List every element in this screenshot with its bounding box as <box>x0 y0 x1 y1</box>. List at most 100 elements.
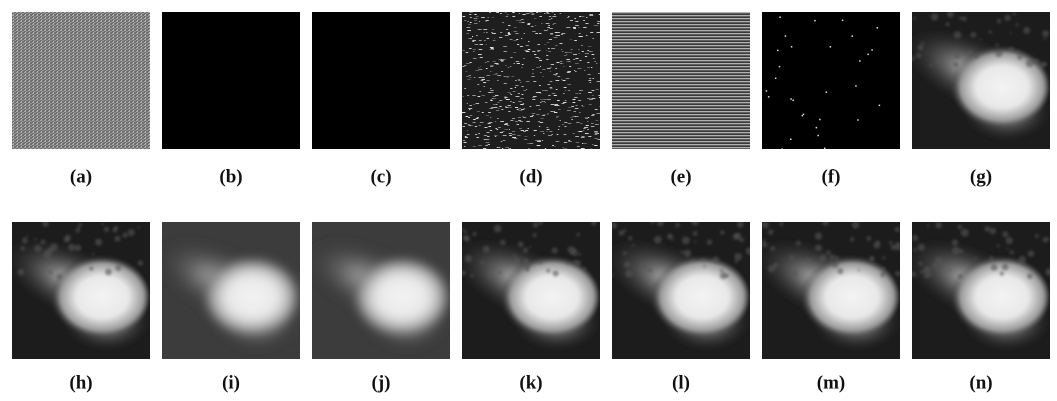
noise-fleck <box>516 20 520 21</box>
noise-fleck <box>526 45 529 46</box>
noise-fleck <box>555 68 557 69</box>
noise-fleck <box>583 27 586 28</box>
noise-fleck <box>540 118 544 119</box>
noise-fleck <box>587 50 589 51</box>
noise-fleck <box>484 127 487 128</box>
noise-fleck <box>576 122 579 123</box>
noise-fleck <box>577 146 580 147</box>
noise-fleck <box>548 51 551 52</box>
noise-fleck <box>478 69 482 70</box>
noise-fleck <box>583 20 585 21</box>
noise-fleck <box>488 112 491 113</box>
noise-fleck <box>595 134 598 135</box>
noise-fleck <box>536 92 538 93</box>
noise-fleck <box>558 109 561 110</box>
noise-fleck <box>599 106 601 107</box>
noise-fleck <box>562 51 564 52</box>
panel-image <box>462 12 602 149</box>
noise-fleck <box>470 62 472 63</box>
noise-fleck <box>494 63 498 64</box>
noise-fleck <box>509 129 510 130</box>
background <box>162 12 300 149</box>
noise-fleck <box>563 147 565 148</box>
noise-fleck <box>476 137 479 138</box>
noise-fleck <box>518 108 521 109</box>
noise-fleck <box>484 40 485 41</box>
background <box>312 12 450 149</box>
noise-fleck <box>528 41 529 42</box>
noise-fleck <box>554 111 555 112</box>
noise-fleck <box>542 115 545 116</box>
cloud-fleck <box>739 238 744 243</box>
noise-fleck <box>509 148 511 149</box>
noise-fleck <box>515 121 518 122</box>
dot <box>785 35 787 37</box>
cloud-fleck <box>1017 55 1022 60</box>
noise-fleck <box>497 80 499 81</box>
noise-fleck <box>465 71 467 72</box>
noise-fleck <box>494 61 496 62</box>
cloud-fleck <box>619 230 625 236</box>
noise-fleck <box>480 66 481 67</box>
noise-fleck <box>557 134 559 135</box>
noise-fleck <box>589 51 590 52</box>
noise-fleck <box>540 66 541 67</box>
noise-fleck <box>572 99 575 100</box>
noise-fleck <box>573 59 575 60</box>
noise-fleck <box>586 23 588 24</box>
cloud-fleck <box>932 263 937 268</box>
cloud-fleck <box>68 244 75 251</box>
noise-fleck <box>547 13 550 14</box>
noise-fleck <box>573 133 575 134</box>
cloud-fleck <box>701 258 706 263</box>
noise-fleck <box>599 14 602 15</box>
noise-fleck <box>548 135 552 136</box>
cloud-fleck <box>958 225 962 229</box>
noise-fleck <box>496 110 499 111</box>
noise-fleck <box>518 79 520 80</box>
noise-fleck <box>504 129 508 130</box>
noise-fleck <box>514 27 517 28</box>
noise-fleck <box>566 54 567 55</box>
noise-fleck <box>554 104 558 105</box>
noise-fleck <box>526 121 529 122</box>
noise-fleck <box>556 80 560 81</box>
noise-fleck <box>524 90 526 91</box>
cloud-fleck <box>657 219 664 226</box>
noise-fleck <box>518 93 520 94</box>
noise-fleck <box>548 95 550 96</box>
cloud-fleck <box>654 236 662 244</box>
noise-fleck <box>551 48 555 49</box>
noise-fleck <box>548 48 550 49</box>
cloud-fleck <box>42 221 48 227</box>
cloud-fleck <box>38 264 42 268</box>
noise-fleck <box>580 123 582 124</box>
noise-fleck <box>560 120 561 121</box>
noise-fleck <box>513 40 516 41</box>
noise-fleck <box>534 54 536 55</box>
noise-fleck <box>550 88 553 89</box>
cloud-fleck <box>576 260 581 265</box>
noise-fleck <box>519 22 521 23</box>
noise-fleck <box>482 112 484 113</box>
cloud-fleck <box>566 263 569 266</box>
noise-fleck <box>468 108 472 109</box>
noise-fleck <box>556 105 559 106</box>
cloud-fleck <box>923 266 930 273</box>
cloud-fleck <box>829 260 832 263</box>
cloud-fleck <box>1027 273 1033 279</box>
noise-fleck <box>586 35 588 36</box>
cloud-fleck <box>41 240 46 245</box>
noise-fleck <box>480 57 483 58</box>
cloud-fleck <box>623 251 627 255</box>
noise-fleck <box>508 111 510 112</box>
noise-fleck <box>554 95 557 96</box>
noise-fleck <box>503 140 506 141</box>
noise-fleck <box>497 129 498 130</box>
noise-fleck <box>535 33 538 34</box>
noise-fleck <box>496 12 499 13</box>
noise-fleck <box>589 99 593 100</box>
noise-fleck <box>505 147 509 148</box>
noise-fleck <box>481 79 485 80</box>
noise-fleck <box>518 120 521 121</box>
